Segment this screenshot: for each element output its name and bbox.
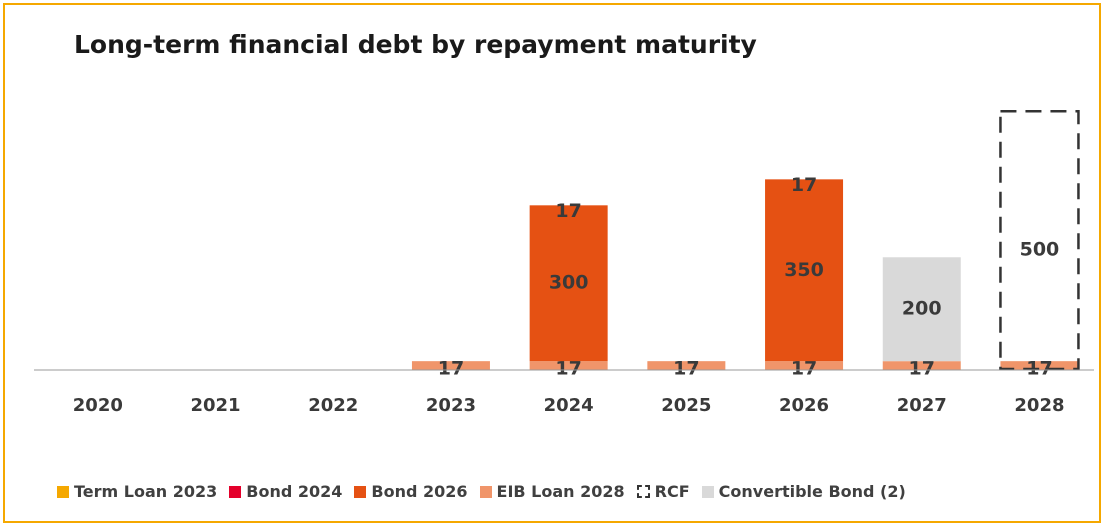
chart-legend: Term Loan 2023 Bond 2024 Bond 2026 EIB L… [57,482,918,501]
x-tick-label: 2024 [544,395,594,416]
data-label: 500 [1020,239,1060,261]
legend-swatch [354,485,367,498]
x-tick-label: 2022 [308,395,358,416]
bar-eib-loan-2028 [411,361,490,370]
data-label: 17 [555,358,581,380]
bar-eib-loan-2028 [1000,361,1079,370]
legend-swatch [701,485,714,498]
bar-eib-loan-2028 [765,361,844,370]
x-tick-label: 2026 [779,395,829,416]
x-tick-label: 2020 [73,395,123,416]
data-label: 17 [673,358,699,380]
legend-item-eib-loan-2028: EIB Loan 2028 [479,482,625,501]
data-label: 300 [549,272,589,294]
x-tick-label: 2027 [897,395,947,416]
data-label: 17 [791,358,817,380]
legend-label: Bond 2024 [246,482,343,501]
data-label: 17 [438,358,464,380]
legend-label: Term Loan 2023 [74,482,218,501]
data-label: 350 [784,259,824,281]
legend-label: EIB Loan 2028 [496,482,625,501]
legend-swatch [636,485,650,498]
data-label: 17 [909,358,935,380]
x-tick-label: 2028 [1014,395,1064,416]
legend-item-bond-2024: Bond 2024 [229,482,342,501]
bar-bond-2026 [765,179,844,362]
legend-item-bond-2026: Bond 2026 [354,482,468,501]
legend-label: Convertible Bond (2) [718,482,906,501]
bar-eib-loan-2028 [882,361,961,370]
data-label: 17 [555,200,581,222]
legend-swatch [229,485,242,498]
x-tick-label: 2025 [661,395,711,416]
legend-swatch [479,485,492,498]
bar-eib-loan-2028 [529,361,608,370]
x-tick-label: 2021 [190,395,240,416]
legend-label: Bond 2026 [371,482,468,501]
bar-convertible-bond [882,257,961,362]
legend-swatch [57,485,69,498]
bar-rcf [999,110,1080,371]
data-label: 17 [1026,358,1052,380]
legend-item-term-loan-2023: Term Loan 2023 [57,482,217,501]
legend-item-convertible-bond: Convertible Bond (2) [701,482,906,501]
bar-eib-loan-2028 [647,361,726,370]
legend-label: RCF [654,482,690,501]
legend-item-rcf: RCF [636,482,690,501]
bar-bond-2026 [529,205,608,362]
chart-title: Long-term financial debt by repayment ma… [74,30,757,59]
data-label: 17 [791,174,817,196]
data-label: 200 [902,298,942,320]
x-tick-label: 2023 [426,395,476,416]
